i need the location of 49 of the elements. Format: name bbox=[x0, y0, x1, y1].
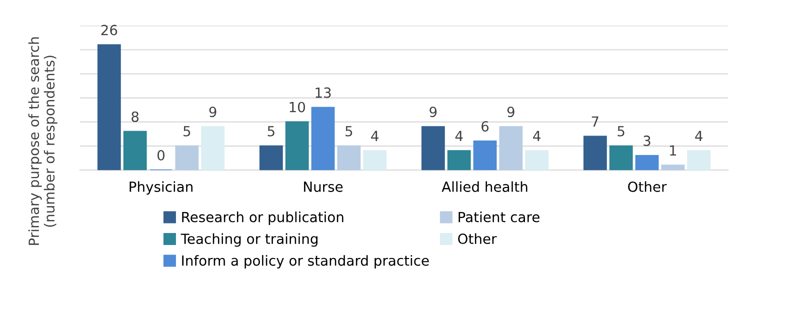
data-label: 4 bbox=[533, 130, 540, 142]
data-label: 26 bbox=[101, 24, 118, 36]
x-tick-label: Other bbox=[628, 181, 667, 192]
bar bbox=[337, 145, 361, 170]
data-label: 10 bbox=[290, 102, 305, 112]
data-label: 5 bbox=[618, 126, 624, 136]
data-label: 1 bbox=[670, 145, 676, 156]
bar bbox=[473, 140, 497, 170]
data-label: 0 bbox=[157, 150, 164, 160]
data-label: 5 bbox=[184, 126, 190, 136]
legend-label: Other bbox=[458, 233, 497, 244]
legend-label: Research or publication bbox=[182, 212, 344, 225]
bar bbox=[447, 150, 471, 170]
bar bbox=[635, 154, 659, 170]
bar bbox=[311, 106, 335, 170]
x-tick-label: Nurse bbox=[304, 182, 343, 192]
data-label: 7 bbox=[592, 116, 598, 127]
bar bbox=[609, 145, 633, 170]
data-label: 13 bbox=[316, 87, 331, 98]
legend-label: Teaching or training bbox=[180, 233, 318, 247]
bar bbox=[285, 121, 309, 170]
data-label: 4 bbox=[695, 130, 702, 142]
data-label: 8 bbox=[132, 111, 139, 122]
bar bbox=[687, 150, 711, 170]
legend-label: Patient care bbox=[458, 212, 540, 222]
bar bbox=[499, 126, 523, 170]
x-tick-label: Physician bbox=[130, 181, 192, 195]
bar bbox=[661, 164, 685, 170]
bar bbox=[525, 150, 549, 170]
bar bbox=[175, 145, 199, 170]
data-label: 4 bbox=[371, 130, 378, 142]
data-label: 6 bbox=[482, 121, 489, 132]
bar bbox=[363, 150, 387, 170]
bar bbox=[259, 145, 283, 170]
data-label: 3 bbox=[644, 136, 650, 146]
data-label: 5 bbox=[346, 126, 352, 136]
x-tick-label: Allied health bbox=[442, 181, 528, 192]
bar bbox=[421, 126, 445, 170]
data-label: 9 bbox=[209, 106, 216, 118]
bar bbox=[97, 44, 121, 170]
y-axis-title: Primary purpose of the search (number of respondents) bbox=[28, 37, 58, 245]
bar bbox=[583, 136, 607, 170]
legend-label: Inform a policy or standard practice bbox=[182, 255, 429, 269]
data-label: 9 bbox=[507, 106, 514, 118]
data-label: 9 bbox=[430, 106, 437, 118]
data-label: 5 bbox=[268, 126, 274, 136]
bar bbox=[123, 130, 147, 170]
bar bbox=[201, 126, 225, 170]
data-label: 4 bbox=[455, 130, 463, 142]
